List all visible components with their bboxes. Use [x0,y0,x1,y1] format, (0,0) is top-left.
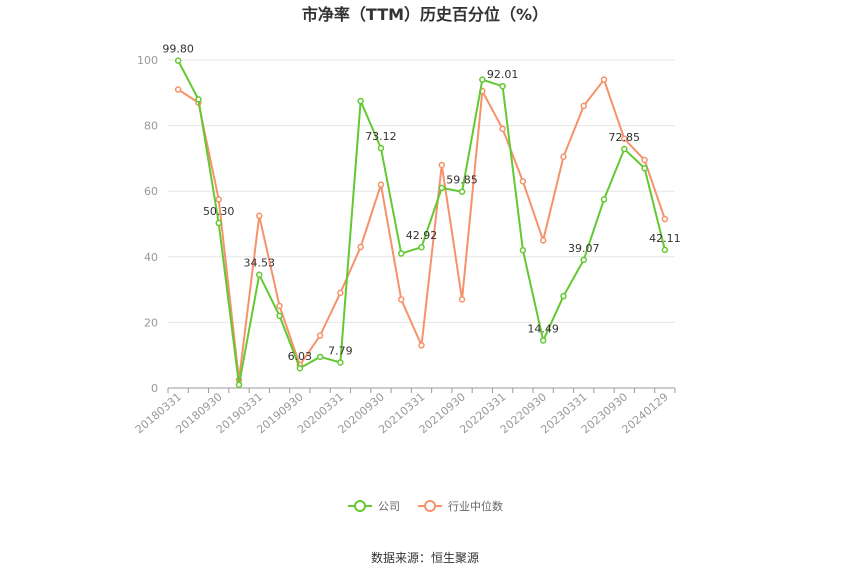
data-point [357,97,364,105]
data-point [337,289,344,297]
data-point [580,256,587,264]
data-label: 92.01 [487,68,519,81]
data-point [276,312,283,320]
data-point [519,246,527,254]
data-point [296,364,304,372]
y-axis: 0 20 40 60 80 100 [137,54,158,395]
series-group [174,57,669,388]
data-point [215,219,222,227]
grid [168,59,675,323]
data-point [641,156,648,164]
legend-label: 行业中位数 [448,499,503,513]
legend-marker [424,500,436,512]
y-tick-label: 0 [151,382,158,395]
y-tick-label: 20 [144,316,158,329]
data-label: 99.80 [162,43,194,56]
data-labels: 99.80 50.30 34.53 6.03 7.79 73.12 42.92 59.85 92… [162,43,680,364]
data-label: 42.92 [406,229,438,242]
data-point [499,125,506,133]
data-label: 6.03 [288,350,313,363]
data-point [458,296,466,303]
data-point [195,96,202,103]
data-point [499,82,506,90]
data-point [479,76,486,83]
data-point [357,243,364,251]
data-label: 73.12 [365,130,397,143]
data-point [316,332,324,339]
data-point [621,145,628,153]
data-point [560,292,567,300]
data-point [316,353,324,361]
y-tick-label: 60 [144,185,158,198]
data-point [661,246,669,254]
source-note: 数据来源：恒生聚源 [371,550,479,565]
data-point [397,250,405,257]
x-axis: 2018033120180930201903312019093020200331… [133,387,676,436]
data-point [418,342,425,349]
data-point [377,144,385,152]
data-point [418,243,425,251]
data-label: 14.49 [527,322,559,335]
data-label: 42.11 [649,232,681,245]
data-label: 59.85 [446,174,478,187]
data-point [256,271,263,278]
data-point [661,215,669,223]
data-label: 7.79 [328,344,353,357]
data-point [519,178,527,185]
data-point [174,86,182,93]
data-point [539,237,547,244]
legend-label: 公司 [378,500,400,513]
series-line-0 [177,60,666,385]
data-label: 34.53 [244,257,276,270]
data-point [235,381,243,388]
data-point [438,184,446,192]
data-point [600,76,608,83]
data-label: 72.85 [609,131,641,144]
data-point [621,135,628,142]
data-point [215,196,222,203]
data-point [377,181,385,188]
chart-title: 市净率（TTM）历史百分位（%） [302,5,548,24]
data-point [641,164,648,172]
data-point [458,188,466,195]
data-point [397,296,405,303]
data-point [256,212,263,220]
data-point [580,102,587,110]
y-tick-label: 80 [144,120,158,133]
y-tick-label: 100 [137,54,158,67]
legend-item-0[interactable]: 公司 [348,500,400,513]
data-point [174,57,182,64]
data-label: 39.07 [568,242,600,255]
data-point [276,302,283,310]
y-tick-label: 40 [144,251,158,264]
data-point [438,161,446,169]
legend[interactable]: 公司 行业中位数 [348,499,503,513]
data-point [560,153,567,161]
data-point [337,359,344,366]
legend-item-1[interactable]: 行业中位数 [418,499,503,513]
data-point [600,196,608,203]
data-point [539,337,547,344]
data-label: 50.30 [203,205,235,218]
legend-marker [354,500,366,512]
